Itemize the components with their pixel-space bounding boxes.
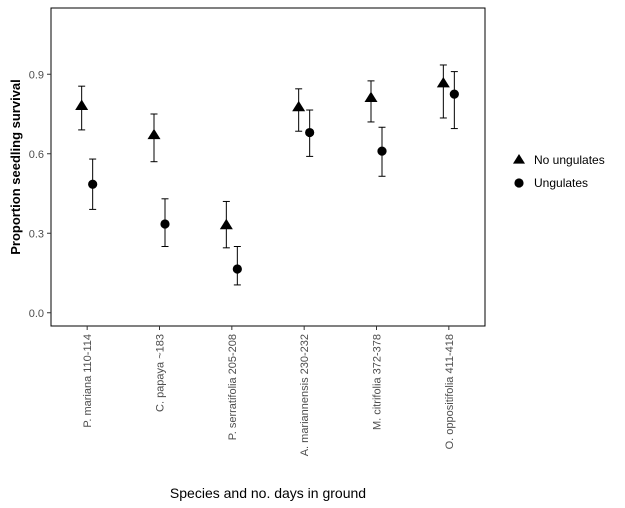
plot-panel [50, 7, 486, 327]
triangle-point [219, 218, 233, 230]
y-axis: 0.0 0.3 0.6 0.9 [29, 69, 51, 320]
circle-point [160, 219, 170, 229]
x-tick-label: M. citrifolia 372-378 [372, 334, 384, 430]
error-bar [439, 64, 447, 119]
y-tick-label: 0.0 [29, 308, 44, 320]
triangle-point [147, 128, 161, 140]
y-axis-title: Proportion seedling survival [8, 79, 23, 255]
y-tick-label: 0.3 [29, 228, 44, 240]
legend: No ungulates Ungulates [513, 153, 605, 190]
triangle-point [75, 99, 89, 110]
circle-point [449, 89, 459, 99]
y-tick-label: 0.6 [29, 149, 44, 161]
circle-point [305, 127, 315, 138]
x-tick-label: C. papaya ~183 [155, 334, 167, 412]
x-tick-label: P. mariana 110-114 [82, 334, 94, 428]
legend-triangle-key [513, 154, 525, 164]
x-axis: P. mariana 110-114 C. papaya ~183 P. serra… [82, 326, 456, 456]
error-bar [450, 71, 458, 130]
triangle-point [436, 77, 450, 88]
triangle-point [292, 100, 306, 112]
legend-label: No ungulates [534, 153, 605, 167]
triangle-point [364, 91, 378, 102]
legend-label: Ungulates [534, 176, 588, 190]
x-axis-title: Species and no. days in ground [170, 485, 366, 501]
x-tick-label: A. mariannensis 230-232 [299, 334, 311, 456]
circle-point [88, 179, 98, 189]
y-tick-label: 0.9 [29, 69, 44, 81]
data-marks [75, 64, 459, 286]
x-tick-label: P. serratifolia 205-208 [227, 334, 239, 440]
legend-circle-key [514, 178, 524, 188]
x-tick-label: O. oppositifolia 411-418 [444, 334, 456, 449]
circle-point [377, 146, 387, 156]
circle-point [232, 264, 242, 274]
